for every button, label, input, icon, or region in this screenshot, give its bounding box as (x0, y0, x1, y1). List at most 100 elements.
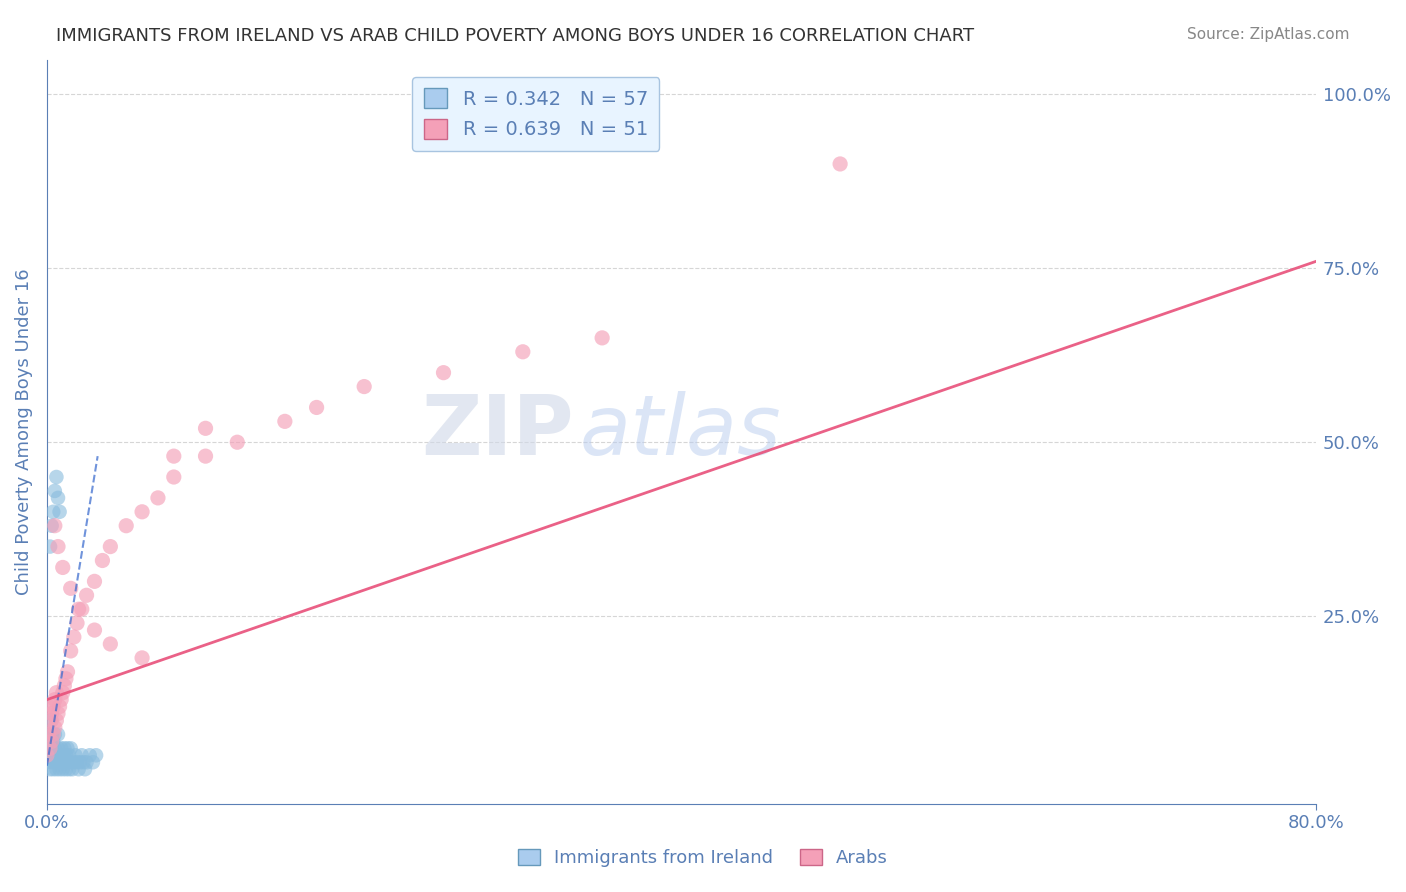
Point (35, 748, 58, 763)
Point (58, 748, 80, 763)
Point (830, 157, 852, 171)
Point (42, 762, 65, 776)
Point (45, 748, 67, 763)
Point (59, 741, 82, 756)
Point (82, 756, 104, 770)
Point (83, 623, 105, 637)
Point (41, 714, 63, 728)
Point (59, 756, 82, 770)
Point (44, 483, 66, 498)
Point (44, 721, 66, 735)
Text: Source: ZipAtlas.com: Source: ZipAtlas.com (1187, 27, 1350, 42)
Point (41, 727, 63, 741)
Point (91, 553, 114, 567)
Point (69, 756, 91, 770)
Point (45, 470, 67, 484)
Point (51, 692, 73, 706)
Point (146, 491, 169, 505)
Text: IMMIGRANTS FROM IRELAND VS ARAB CHILD POVERTY AMONG BOYS UNDER 16 CORRELATION CH: IMMIGRANTS FROM IRELAND VS ARAB CHILD PO… (56, 27, 974, 45)
Point (37, 699, 59, 714)
Point (39, 748, 62, 763)
Point (70, 602, 93, 616)
Point (67, 602, 90, 616)
Point (53, 756, 76, 770)
Legend: Immigrants from Ireland, Arabs: Immigrants from Ireland, Arabs (510, 841, 896, 874)
Point (60, 762, 83, 776)
Point (44, 727, 66, 741)
Point (45, 686, 67, 700)
Point (53, 679, 76, 693)
Point (163, 470, 186, 484)
Point (35, 756, 58, 770)
Point (48, 699, 70, 714)
Point (48, 505, 70, 519)
Legend: R = 0.342   N = 57, R = 0.639   N = 51: R = 0.342 N = 57, R = 0.639 N = 51 (412, 77, 659, 151)
Point (63, 630, 86, 644)
Text: atlas: atlas (579, 392, 782, 472)
Point (73, 762, 96, 776)
Point (46, 756, 69, 770)
Point (67, 762, 90, 776)
Point (591, 331, 613, 345)
Point (52, 560, 75, 574)
Point (51, 756, 73, 770)
Point (98, 637, 121, 651)
Point (42, 727, 65, 741)
Point (39, 714, 62, 728)
Point (41, 741, 63, 756)
Point (48, 762, 70, 776)
Point (39, 762, 62, 776)
Point (432, 366, 454, 380)
Point (63, 756, 86, 770)
Point (52, 686, 75, 700)
Point (305, 401, 328, 415)
Point (58, 762, 80, 776)
Point (84, 748, 107, 763)
Point (51, 741, 73, 756)
Point (39, 734, 62, 748)
Point (48, 748, 70, 763)
Point (83, 574, 105, 589)
Point (46, 491, 69, 505)
Point (42, 734, 65, 748)
Point (353, 379, 375, 393)
Point (70, 748, 93, 763)
Point (56, 756, 79, 770)
Point (46, 741, 69, 756)
Point (59, 644, 82, 658)
Point (55, 672, 77, 686)
Y-axis label: Child Poverty Among Boys Under 16: Child Poverty Among Boys Under 16 (15, 268, 32, 595)
Point (37, 741, 59, 756)
Text: ZIP: ZIP (420, 392, 574, 472)
Point (66, 616, 89, 631)
Point (76, 588, 98, 602)
Point (56, 741, 79, 756)
Point (41, 706, 63, 721)
Point (46, 727, 69, 741)
Point (115, 518, 138, 533)
Point (41, 734, 63, 748)
Point (41, 518, 63, 533)
Point (44, 756, 66, 770)
Point (274, 414, 297, 428)
Point (44, 518, 66, 533)
Point (55, 762, 77, 776)
Point (44, 741, 66, 756)
Point (53, 741, 76, 756)
Point (131, 505, 153, 519)
Point (46, 540, 69, 554)
Point (37, 727, 59, 741)
Point (194, 421, 217, 435)
Point (42, 699, 65, 714)
Point (226, 435, 249, 450)
Point (52, 748, 75, 763)
Point (44, 692, 66, 706)
Point (194, 449, 217, 463)
Point (72, 756, 94, 770)
Point (65, 748, 87, 763)
Point (98, 540, 121, 554)
Point (163, 449, 186, 463)
Point (42, 748, 65, 763)
Point (66, 756, 89, 770)
Point (52, 762, 75, 776)
